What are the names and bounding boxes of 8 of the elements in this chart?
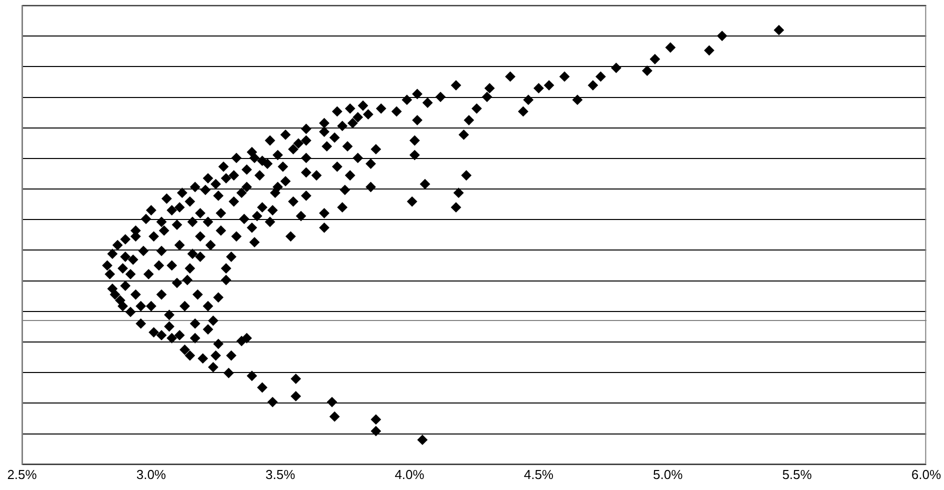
x-tick-label: 4.0%: [394, 466, 425, 482]
x-tick-label: 3.5%: [266, 466, 296, 482]
x-tick-label: 2.5%: [7, 466, 38, 482]
x-tick-label: 5.0%: [653, 466, 684, 482]
x-tick-label: 4.5%: [524, 466, 554, 482]
x-tick-label: 6.0%: [911, 466, 942, 482]
x-tick-label: 3.0%: [136, 466, 166, 482]
x-tick-label: 5.5%: [782, 466, 812, 482]
